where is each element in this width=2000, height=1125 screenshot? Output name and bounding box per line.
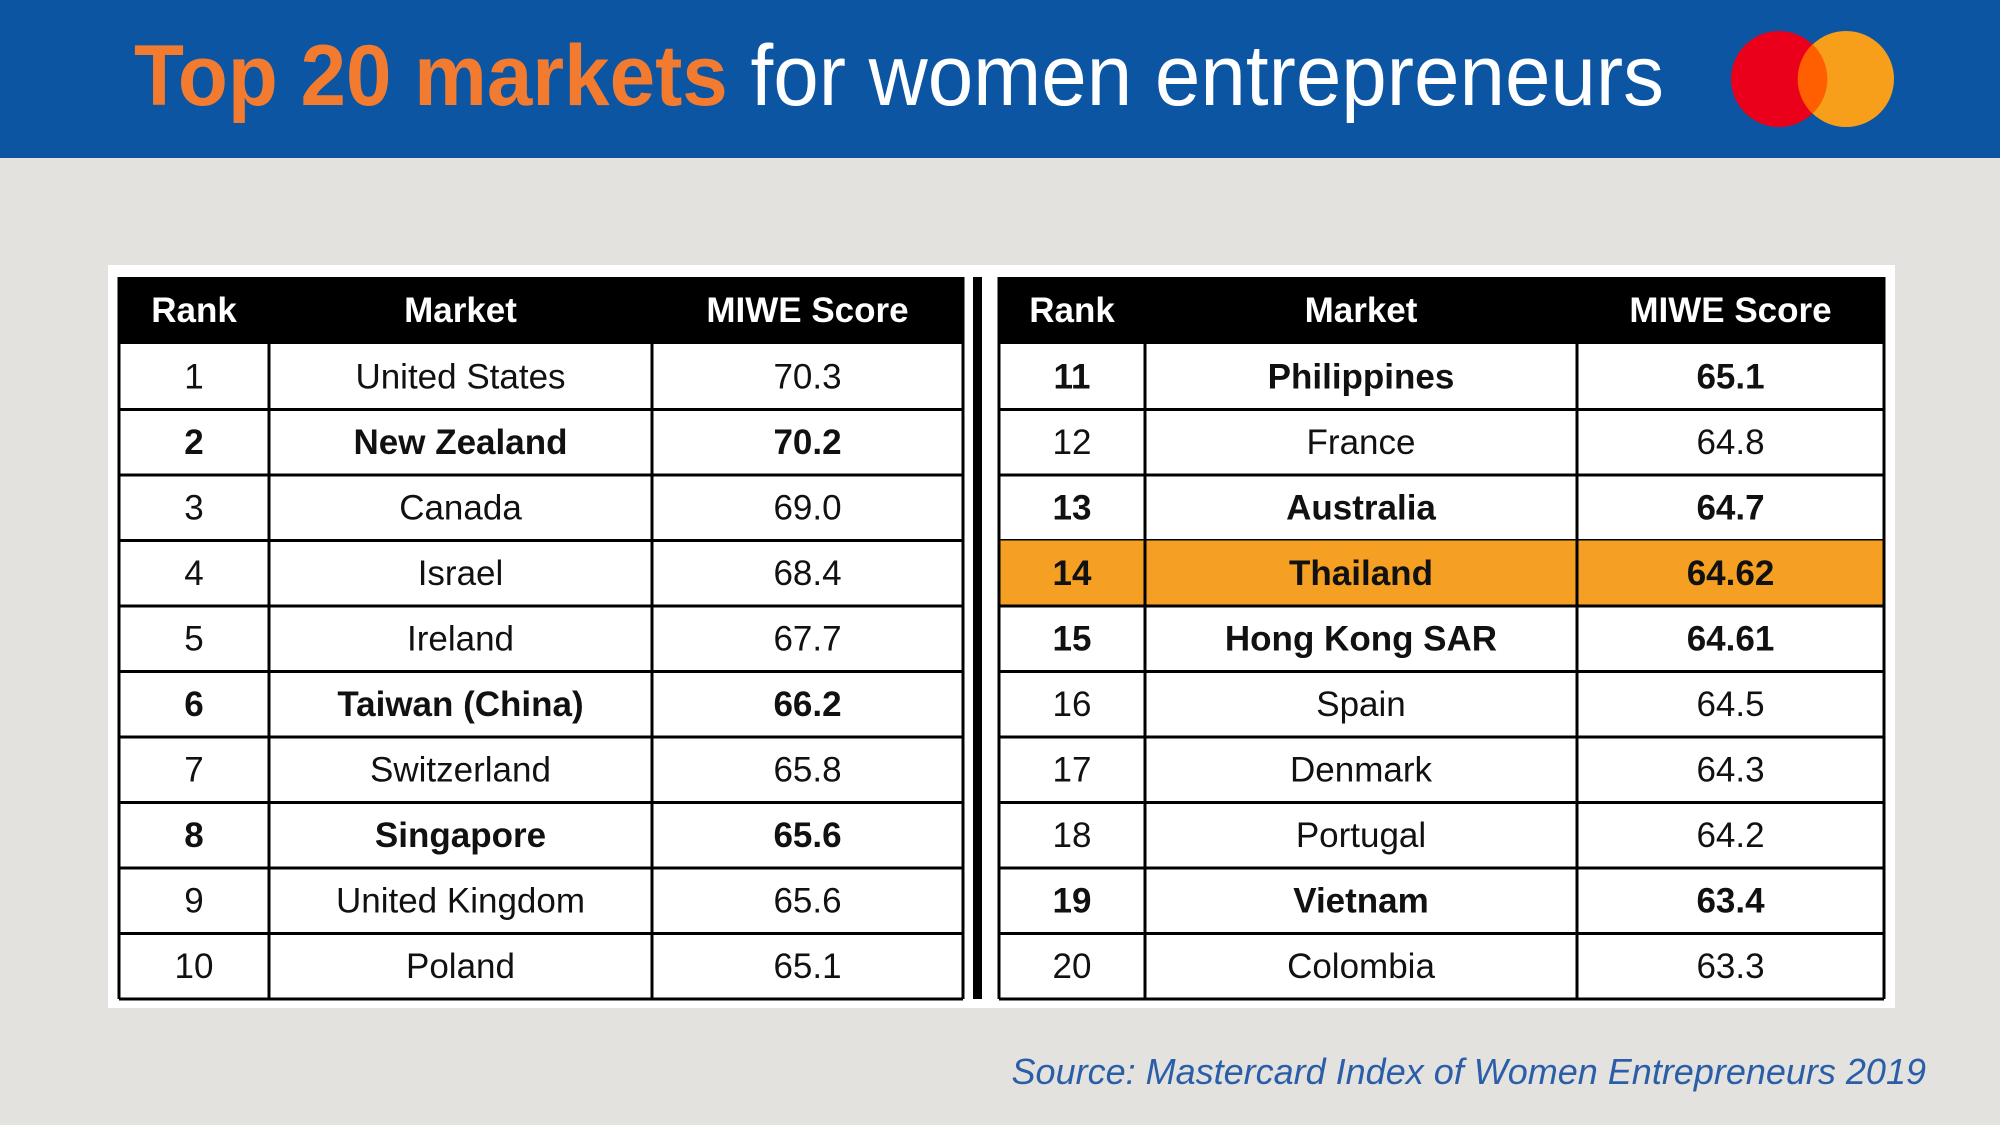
- column-header: Market: [404, 291, 517, 330]
- cell: Taiwan (China): [337, 685, 583, 724]
- cell: 65.1: [773, 947, 841, 986]
- title: Top 20 markets for women entrepreneurs: [134, 28, 1664, 124]
- tables: Rank Market MIWE Score 1 United States 70.3 2 N…: [117, 277, 1886, 1001]
- cell: Spain: [1316, 685, 1406, 724]
- cell: 7: [184, 750, 203, 789]
- cell: 8: [184, 816, 203, 855]
- cell: 6: [184, 685, 203, 724]
- cell: 64.3: [1696, 750, 1764, 789]
- cell: Colombia: [1287, 947, 1435, 986]
- cell: 11: [1054, 357, 1091, 396]
- cell: 2: [184, 423, 203, 462]
- cell: 20: [1053, 947, 1092, 986]
- cell: Switzerland: [370, 750, 551, 789]
- cell: 65.6: [773, 816, 841, 855]
- cell: 65.6: [773, 881, 841, 920]
- cell: 63.3: [1696, 947, 1764, 986]
- cell: 1: [184, 357, 203, 396]
- column-header: Rank: [1029, 291, 1115, 330]
- cell: 64.61: [1687, 619, 1775, 658]
- cell: 64.5: [1696, 685, 1764, 724]
- cell: Vietnam: [1293, 881, 1429, 920]
- cell: New Zealand: [354, 423, 568, 462]
- title-highlight: Top 20 markets: [134, 28, 728, 124]
- cell: 70.3: [773, 357, 841, 396]
- cell: 14: [1053, 554, 1092, 593]
- cell: Ireland: [407, 619, 514, 658]
- column-header: MIWE Score: [1629, 291, 1831, 330]
- cell: 69.0: [773, 488, 841, 527]
- cell: 18: [1053, 816, 1092, 855]
- cell: United Kingdom: [336, 881, 585, 920]
- cell: 9: [184, 881, 203, 920]
- cell: 64.62: [1687, 554, 1775, 593]
- cell: 4: [184, 554, 203, 593]
- title-rest: for women entrepreneurs: [751, 28, 1664, 124]
- cell: 10: [175, 947, 214, 986]
- cell: France: [1307, 423, 1416, 462]
- cell: 15: [1053, 619, 1092, 658]
- column-header: Rank: [151, 291, 237, 330]
- cell: 19: [1053, 881, 1092, 920]
- cell: Portugal: [1296, 816, 1426, 855]
- cell: Thailand: [1289, 554, 1433, 593]
- cell: Hong Kong SAR: [1225, 619, 1497, 658]
- header-band: [0, 0, 2000, 158]
- cell: Canada: [399, 488, 522, 527]
- cell: 68.4: [773, 554, 841, 593]
- cell: 5: [184, 619, 203, 658]
- cell: 17: [1053, 750, 1092, 789]
- logo-yellow: [1798, 31, 1894, 127]
- cell: Denmark: [1290, 750, 1432, 789]
- cell: 12: [1053, 423, 1092, 462]
- cell: 3: [184, 488, 203, 527]
- cell: 64.2: [1696, 816, 1764, 855]
- column-header: Market: [1305, 291, 1418, 330]
- cell: 67.7: [773, 619, 841, 658]
- source-note: Source: Mastercard Index of Women Entrep…: [1012, 1051, 1926, 1092]
- cell: 65.1: [1696, 357, 1764, 396]
- header-row: [119, 277, 963, 344]
- logo: [1731, 31, 1894, 127]
- logo-red: [1731, 31, 1827, 127]
- cell: 65.8: [773, 750, 841, 789]
- cell: 64.8: [1696, 423, 1764, 462]
- cell: Australia: [1286, 488, 1436, 527]
- cell: 64.7: [1696, 488, 1764, 527]
- column-header: MIWE Score: [706, 291, 908, 330]
- cell: Philippines: [1268, 357, 1455, 396]
- cell: Singapore: [375, 816, 546, 855]
- logo-overlap: [1797, 44, 1828, 114]
- table-divider: [973, 277, 982, 999]
- cell: 16: [1053, 685, 1092, 724]
- cell: 63.4: [1696, 881, 1765, 920]
- cell: 70.2: [773, 423, 841, 462]
- cell: 13: [1053, 488, 1092, 527]
- cell: Israel: [418, 554, 504, 593]
- cell: 66.2: [773, 685, 841, 724]
- cell: United States: [355, 357, 565, 396]
- table-panel: [108, 265, 1895, 1008]
- cell: Poland: [406, 947, 515, 986]
